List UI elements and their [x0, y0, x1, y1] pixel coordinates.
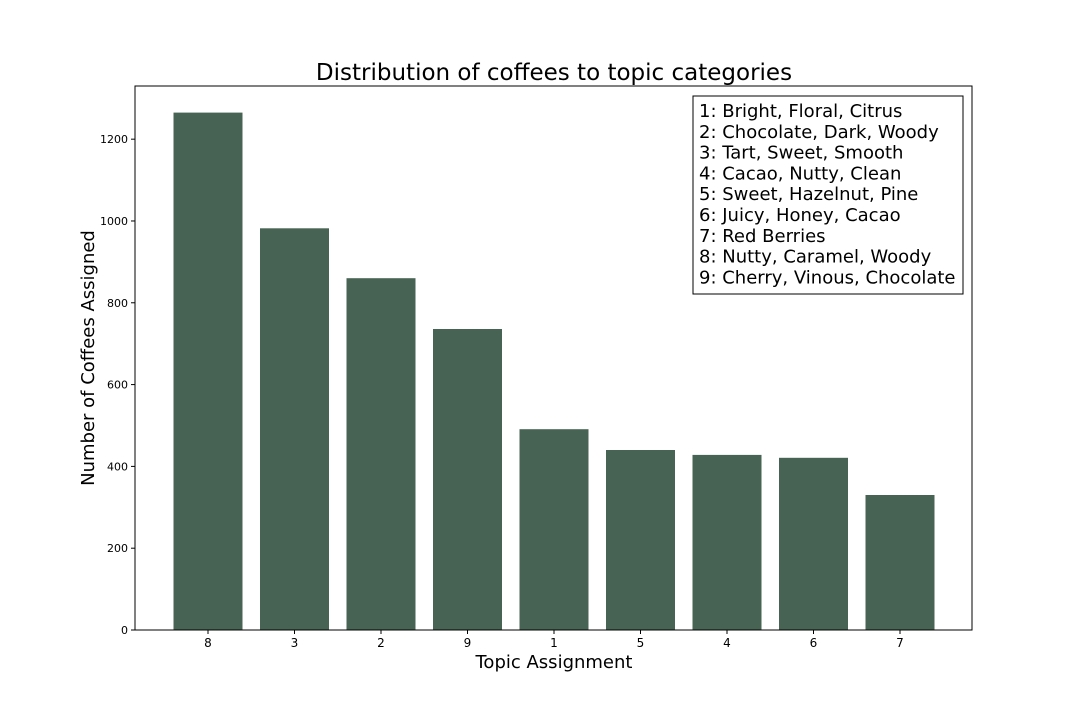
bar-topic-5	[606, 450, 675, 630]
bar-topic-7	[865, 495, 935, 630]
y-tick-label: 0	[121, 624, 128, 637]
y-tick-label: 200	[107, 542, 128, 555]
legend-entry: 8: Nutty, Caramel, Woody	[699, 247, 932, 268]
legend-entry: 4: Cacao, Nutty, Clean	[699, 163, 901, 184]
x-tick-label: 8	[204, 636, 212, 650]
plot-frame	[134, 85, 973, 631]
bar-topic-2	[346, 278, 416, 630]
legend-entry: 5: Sweet, Hazelnut, Pine	[699, 184, 918, 205]
chart-title: Distribution of coffees to topic categor…	[316, 60, 792, 86]
bars-group	[173, 112, 935, 631]
x-tick-label: 1	[550, 636, 558, 650]
x-tick-label: 9	[464, 636, 472, 650]
y-tick-label: 1000	[100, 215, 128, 228]
legend-entry: 6: Juicy, Honey, Cacao	[699, 205, 901, 226]
y-tick-label: 1200	[100, 133, 128, 146]
y-tick-label: 800	[107, 297, 128, 310]
x-axis-ticks: 8 3 2 9 1 5 4 6 7	[204, 630, 904, 650]
y-tick-label: 600	[107, 379, 128, 392]
bar-topic-9	[433, 329, 502, 630]
legend-entry: 1: Bright, Floral, Citrus	[699, 101, 902, 122]
y-axis-ticks: 0 200 400 600 800 1000 1200	[100, 133, 135, 637]
legend-entry: 2: Chocolate, Dark, Woody	[699, 122, 939, 143]
bar-topic-4	[692, 454, 762, 630]
x-tick-label: 2	[377, 636, 385, 650]
bar-topic-6	[779, 457, 848, 630]
x-tick-label: 5	[637, 636, 645, 650]
legend-entry: 3: Tart, Sweet, Smooth	[699, 143, 903, 164]
bar-topic-3	[260, 228, 329, 631]
legend-entry: 7: Red Berries	[699, 226, 826, 247]
x-tick-label: 6	[810, 636, 818, 650]
y-tick-label: 400	[107, 460, 128, 473]
x-axis-label: Topic Assignment	[475, 652, 633, 673]
x-tick-label: 7	[896, 636, 904, 650]
legend-entry: 9: Cherry, Vinous, Chocolate	[699, 267, 956, 288]
x-tick-label: 4	[723, 636, 731, 650]
y-axis-label: Number of Coffees Assigned	[78, 230, 99, 486]
legend-box	[692, 95, 964, 295]
x-tick-label: 3	[291, 636, 299, 650]
bar-topic-1	[519, 429, 589, 630]
bar-topic-8	[173, 112, 243, 631]
